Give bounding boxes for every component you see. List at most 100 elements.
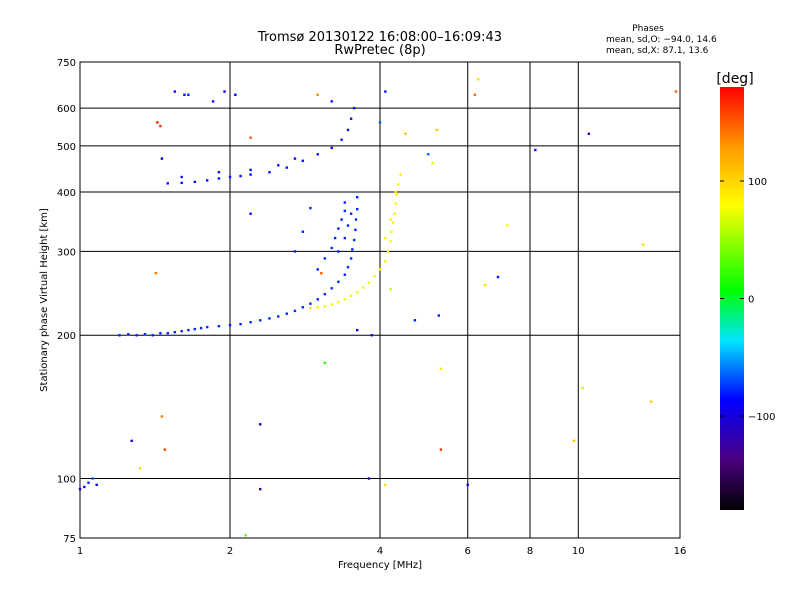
data-point [95, 483, 98, 487]
data-point [346, 128, 350, 132]
data-point [135, 334, 138, 337]
data-point [234, 93, 237, 96]
data-point [156, 121, 159, 124]
data-point [393, 212, 396, 215]
data-point [340, 218, 343, 221]
data-point [378, 268, 382, 271]
data-point [404, 132, 407, 135]
data-point [349, 117, 353, 120]
data-point [277, 164, 280, 167]
data-point [205, 179, 209, 182]
data-point [343, 273, 347, 276]
data-point [473, 93, 477, 96]
data-point [337, 250, 340, 253]
data-point [343, 201, 347, 204]
data-point [160, 157, 164, 160]
data-point [268, 171, 271, 174]
data-point [352, 238, 356, 242]
data-point [355, 195, 359, 199]
data-point [354, 228, 357, 232]
phases-x-stats: mean, sd,X: 87.1, 13.6 [606, 46, 709, 56]
data-point [285, 166, 288, 169]
data-point [361, 286, 365, 289]
data-point [217, 177, 221, 180]
grid [80, 62, 680, 538]
y-tick-label: 100 [57, 475, 76, 486]
x-axis-label: Frequency [MHz] [338, 560, 422, 571]
data-point [349, 294, 353, 298]
data-point [384, 260, 387, 263]
data-point [301, 159, 305, 163]
data-point [330, 146, 333, 150]
data-point [384, 90, 387, 93]
data-point [389, 287, 392, 291]
y-tick-label: 75 [63, 534, 76, 545]
data-point [183, 93, 186, 96]
data-point [259, 487, 262, 491]
data-point [163, 448, 167, 451]
data-point [187, 93, 190, 96]
data-point [138, 467, 142, 470]
data-point [330, 303, 333, 306]
data-point [249, 212, 252, 215]
data-point [293, 157, 297, 160]
data-point [354, 218, 358, 221]
data-point [370, 334, 373, 337]
data-point [483, 283, 487, 287]
data-point [193, 180, 197, 184]
data-point [285, 312, 288, 315]
data-point [249, 321, 252, 324]
data-point [431, 161, 434, 165]
data-point [346, 265, 350, 269]
data-point [160, 415, 164, 418]
data-point [439, 367, 443, 371]
data-point [316, 298, 319, 301]
data-point [166, 331, 169, 335]
data-point [166, 182, 169, 185]
data-point [337, 280, 340, 283]
data-point [396, 183, 400, 186]
data-point [91, 477, 94, 480]
data-point [309, 306, 312, 310]
data-point [180, 181, 183, 185]
data-point [87, 481, 90, 484]
data-point [130, 439, 133, 443]
x-tick-label: 10 [572, 546, 585, 557]
data-point [384, 236, 387, 240]
data-point [337, 300, 340, 304]
data-point [437, 314, 441, 317]
data-point [413, 319, 417, 322]
data-point [293, 250, 297, 253]
data-point [496, 275, 500, 279]
x-tick-label: 1 [77, 546, 83, 557]
data-point [373, 275, 376, 278]
data-point [78, 487, 82, 491]
y-tick-label: 500 [57, 142, 76, 153]
data-point [587, 132, 591, 135]
data-point [309, 206, 312, 210]
data-point [316, 153, 319, 156]
data-point [337, 227, 340, 230]
data-point [323, 292, 327, 296]
data-point [268, 317, 271, 320]
data-point [173, 90, 177, 93]
data-point [367, 477, 371, 480]
data-point [367, 281, 371, 284]
data-point [316, 268, 319, 271]
data-point [151, 334, 155, 337]
data-point [355, 207, 359, 211]
data-point [143, 333, 147, 336]
data-point [343, 298, 347, 301]
data-point [649, 400, 653, 403]
data-point [378, 121, 382, 124]
data-point [351, 248, 354, 251]
data-point [333, 236, 337, 240]
data-point [217, 171, 221, 174]
data-point [223, 90, 226, 93]
x-tick-label: 8 [527, 546, 533, 557]
data-point [205, 325, 209, 329]
data-point [355, 291, 359, 294]
data-point [244, 534, 247, 537]
data-point [301, 230, 305, 233]
